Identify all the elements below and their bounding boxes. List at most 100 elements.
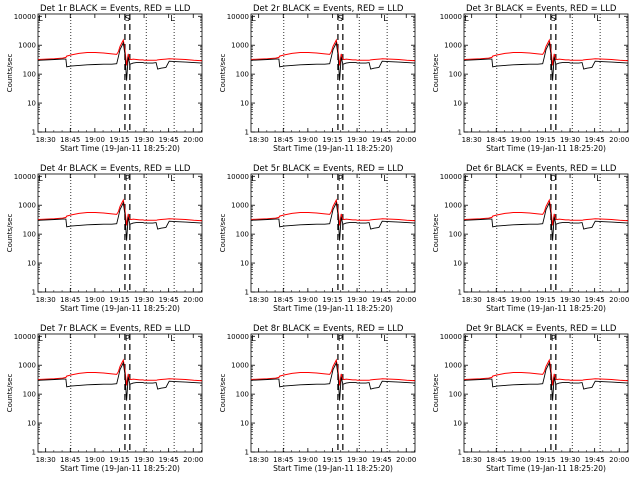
- x-tick-label: 19:15: [109, 456, 129, 464]
- chart-title: Det 2r BLACK = Events, RED = LLD: [253, 4, 404, 14]
- y-tick-label: 10000: [227, 173, 249, 181]
- x-axis-label: Start Time (19-Jan-11 18:25:20): [273, 144, 393, 153]
- event-marker-letter: S: [338, 14, 343, 23]
- event-marker-letter: L: [251, 334, 256, 343]
- chart-title: Det 6r BLACK = Events, RED = LLD: [466, 164, 617, 174]
- event-marker-letter: L: [383, 14, 388, 23]
- lld-series-line: [37, 358, 203, 386]
- x-tick-label: 20:00: [183, 296, 203, 304]
- x-tick-label: 18:30: [36, 136, 56, 144]
- x-tick-label: 19:15: [322, 456, 342, 464]
- y-tick-label: 1000: [231, 42, 249, 50]
- y-axis-label: Counts/sec: [6, 214, 14, 253]
- x-tick-label: 19:45: [372, 456, 392, 464]
- chart-panel-4: Det 4r BLACK = Events, RED = LLD 1 10 100 10…: [6, 164, 203, 313]
- x-tick-label: 19:45: [159, 456, 179, 464]
- y-axis-label: Counts/sec: [432, 214, 440, 253]
- x-tick-label: 18:45: [60, 136, 80, 144]
- event-marker-letter: L: [383, 174, 388, 183]
- x-tick-label: 18:45: [486, 136, 506, 144]
- y-tick-label: 10: [240, 260, 249, 268]
- events-series-line: [250, 41, 416, 81]
- lld-series-line: [463, 198, 629, 226]
- x-tick-label: 20:00: [396, 296, 416, 304]
- x-tick-label: 18:45: [273, 296, 293, 304]
- x-axis-label: Start Time (19-Jan-11 18:25:20): [273, 304, 393, 313]
- y-tick-label: 10: [27, 260, 36, 268]
- plot-frame: [250, 333, 416, 453]
- y-tick-label: 10: [240, 100, 249, 108]
- chart-title: Det 8r BLACK = Events, RED = LLD: [253, 324, 404, 334]
- x-axis-label: Start Time (19-Jan-11 18:25:20): [486, 304, 606, 313]
- plot-frame: [37, 173, 203, 293]
- y-tick-label: 10000: [440, 13, 462, 21]
- y-tick-label: 10000: [14, 333, 36, 341]
- y-tick-label: 100: [236, 391, 249, 399]
- x-tick-label: 19:30: [134, 136, 154, 144]
- y-tick-label: 100: [236, 71, 249, 79]
- y-tick-label: 1: [245, 449, 249, 457]
- chart-title: Det 4r BLACK = Events, RED = LLD: [40, 164, 191, 174]
- event-marker-letter: L: [38, 334, 43, 343]
- x-tick-label: 19:45: [585, 136, 605, 144]
- y-axis-label: Counts/sec: [219, 54, 227, 93]
- x-tick-label: 19:00: [298, 456, 318, 464]
- event-marker-letter: L: [596, 334, 601, 343]
- plot-frame: [37, 13, 203, 133]
- y-axis-label: Counts/sec: [432, 374, 440, 413]
- y-tick-label: 10: [240, 420, 249, 428]
- y-tick-label: 10000: [227, 333, 249, 341]
- x-axis-label: Start Time (19-Jan-11 18:25:20): [60, 304, 180, 313]
- event-marker-letter: L: [38, 174, 43, 183]
- event-marker-letter: P: [125, 174, 130, 183]
- x-axis-label: Start Time (19-Jan-11 18:25:20): [273, 464, 393, 473]
- event-marker-letter: L: [383, 334, 388, 343]
- x-tick-label: 19:30: [134, 456, 154, 464]
- x-tick-label: 18:30: [462, 136, 482, 144]
- events-series-line: [463, 41, 629, 81]
- y-tick-label: 1: [32, 449, 36, 457]
- y-tick-label: 1000: [231, 202, 249, 210]
- x-tick-label: 19:30: [560, 136, 580, 144]
- x-tick-label: 18:30: [249, 456, 269, 464]
- y-tick-label: 10: [27, 100, 36, 108]
- plot-frame: [463, 333, 629, 453]
- y-tick-label: 100: [23, 391, 36, 399]
- event-marker-letter: L: [596, 14, 601, 23]
- chart-panel-8: Det 8r BLACK = Events, RED = LLD 1 10 100 10…: [219, 324, 416, 473]
- chart-panel-7: Det 7r BLACK = Events, RED = LLD 1 10 100 10…: [6, 324, 203, 473]
- event-marker-letter: L: [170, 334, 175, 343]
- y-tick-label: 1000: [18, 362, 36, 370]
- y-tick-label: 10000: [14, 173, 36, 181]
- chart-panel-3: Det 3r BLACK = Events, RED = LLD 1 10 100 10…: [432, 4, 629, 153]
- y-tick-label: 1000: [18, 202, 36, 210]
- event-marker-letter: L: [596, 174, 601, 183]
- x-tick-label: 19:45: [159, 136, 179, 144]
- x-axis-label: Start Time (19-Jan-11 18:25:20): [486, 144, 606, 153]
- plot-frame: [37, 333, 203, 453]
- x-tick-label: 19:00: [85, 456, 105, 464]
- events-series-line: [37, 361, 203, 401]
- lld-series-line: [463, 358, 629, 386]
- x-tick-label: 20:00: [396, 136, 416, 144]
- x-tick-label: 19:00: [511, 136, 531, 144]
- y-tick-label: 1000: [444, 362, 462, 370]
- event-marker-letter: L: [464, 14, 469, 23]
- x-axis-label: Start Time (19-Jan-11 18:25:20): [60, 144, 180, 153]
- x-tick-label: 19:45: [585, 296, 605, 304]
- x-tick-label: 19:15: [109, 296, 129, 304]
- events-series-line: [37, 41, 203, 81]
- x-tick-label: 18:30: [462, 296, 482, 304]
- y-axis-label: Counts/sec: [219, 214, 227, 253]
- chart-title: Det 7r BLACK = Events, RED = LLD: [40, 324, 191, 334]
- y-tick-label: 1: [32, 129, 36, 137]
- y-tick-label: 10000: [14, 13, 36, 21]
- lld-series-line: [250, 358, 416, 386]
- y-tick-label: 1: [458, 289, 462, 297]
- plot-frame: [250, 173, 416, 293]
- y-tick-label: 10: [453, 420, 462, 428]
- x-tick-label: 19:30: [560, 296, 580, 304]
- x-tick-label: 19:45: [585, 456, 605, 464]
- lld-series-line: [37, 198, 203, 226]
